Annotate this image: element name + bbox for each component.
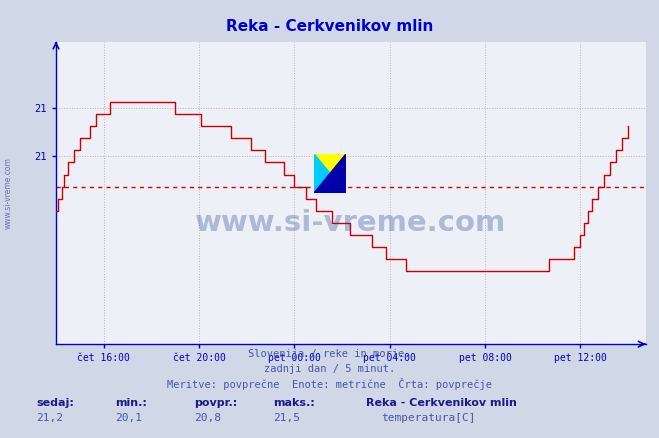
Text: maks.:: maks.: <box>273 398 315 408</box>
Text: 21,2: 21,2 <box>36 413 63 424</box>
Text: Meritve: povprečne  Enote: metrične  Črta: povprečje: Meritve: povprečne Enote: metrične Črta:… <box>167 378 492 390</box>
Text: 20,1: 20,1 <box>115 413 142 424</box>
Polygon shape <box>314 154 346 193</box>
Text: 21,5: 21,5 <box>273 413 301 424</box>
Text: Reka - Cerkvenikov mlin: Reka - Cerkvenikov mlin <box>366 398 517 408</box>
Polygon shape <box>314 154 346 193</box>
Text: sedaj:: sedaj: <box>36 398 74 408</box>
Polygon shape <box>314 154 346 193</box>
Text: temperatura[C]: temperatura[C] <box>381 413 475 424</box>
Text: 20,8: 20,8 <box>194 413 221 424</box>
Text: Slovenija / reke in morje.: Slovenija / reke in morje. <box>248 349 411 359</box>
Text: Reka - Cerkvenikov mlin: Reka - Cerkvenikov mlin <box>226 19 433 34</box>
Text: zadnji dan / 5 minut.: zadnji dan / 5 minut. <box>264 364 395 374</box>
Text: povpr.:: povpr.: <box>194 398 238 408</box>
Text: min.:: min.: <box>115 398 147 408</box>
Text: www.si-vreme.com: www.si-vreme.com <box>195 209 507 237</box>
Text: www.si-vreme.com: www.si-vreme.com <box>3 157 13 229</box>
